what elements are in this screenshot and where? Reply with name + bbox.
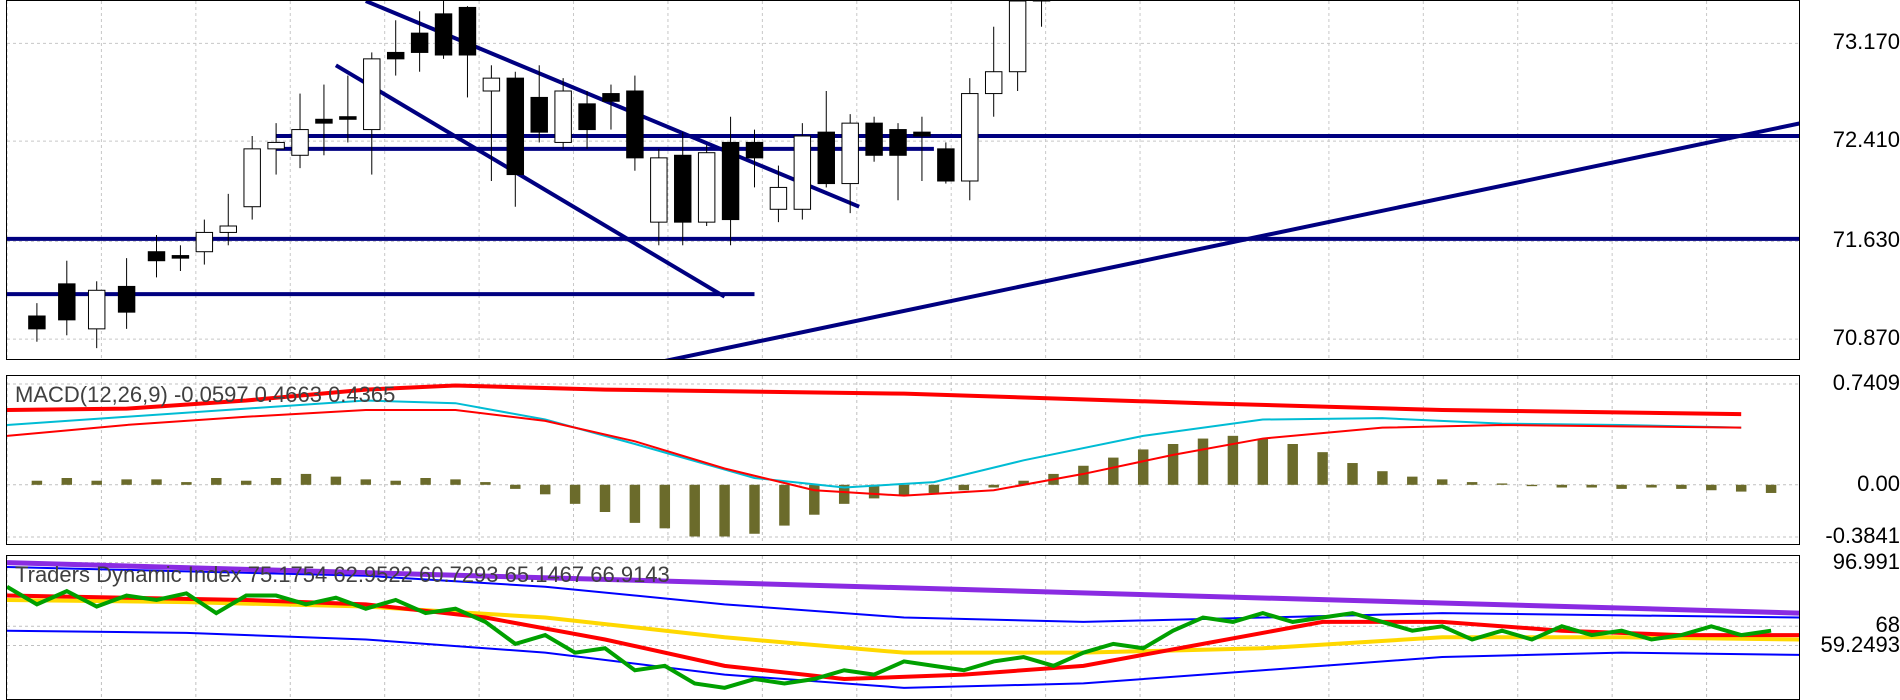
macd-panel[interactable]: MACD(12,26,9) -0.0597 0.4663 0.4365	[6, 375, 1800, 545]
price-axis: 73.170 72.410 71.630 70.870	[1800, 0, 1900, 360]
tdi-panel[interactable]: Traders Dynamic Index 75.1754 62.9522 60…	[6, 555, 1800, 700]
price-tick: 70.870	[1833, 325, 1900, 351]
tdi-tick: 96.991	[1833, 549, 1900, 575]
price-tick: 73.170	[1833, 29, 1900, 55]
macd-title: MACD(12,26,9) -0.0597 0.4663 0.4365	[15, 382, 395, 408]
tdi-tick: 59.2493	[1820, 632, 1900, 658]
price-tick: 72.410	[1833, 127, 1900, 153]
macd-tick: 0.7409	[1833, 370, 1900, 396]
tdi-axis: 96.9916859.2493	[1800, 555, 1900, 700]
tdi-title: Traders Dynamic Index 75.1754 62.9522 60…	[15, 562, 670, 588]
price-tick: 71.630	[1833, 227, 1900, 253]
chart-root: 73.170 72.410 71.630 70.870 MACD(12,26,9) -…	[0, 0, 1900, 700]
macd-tick: -0.3841	[1825, 523, 1900, 549]
macd-tick: 0.00	[1857, 471, 1900, 497]
macd-axis: 0.74090.00-0.3841	[1800, 375, 1900, 545]
price-panel[interactable]	[6, 0, 1800, 360]
